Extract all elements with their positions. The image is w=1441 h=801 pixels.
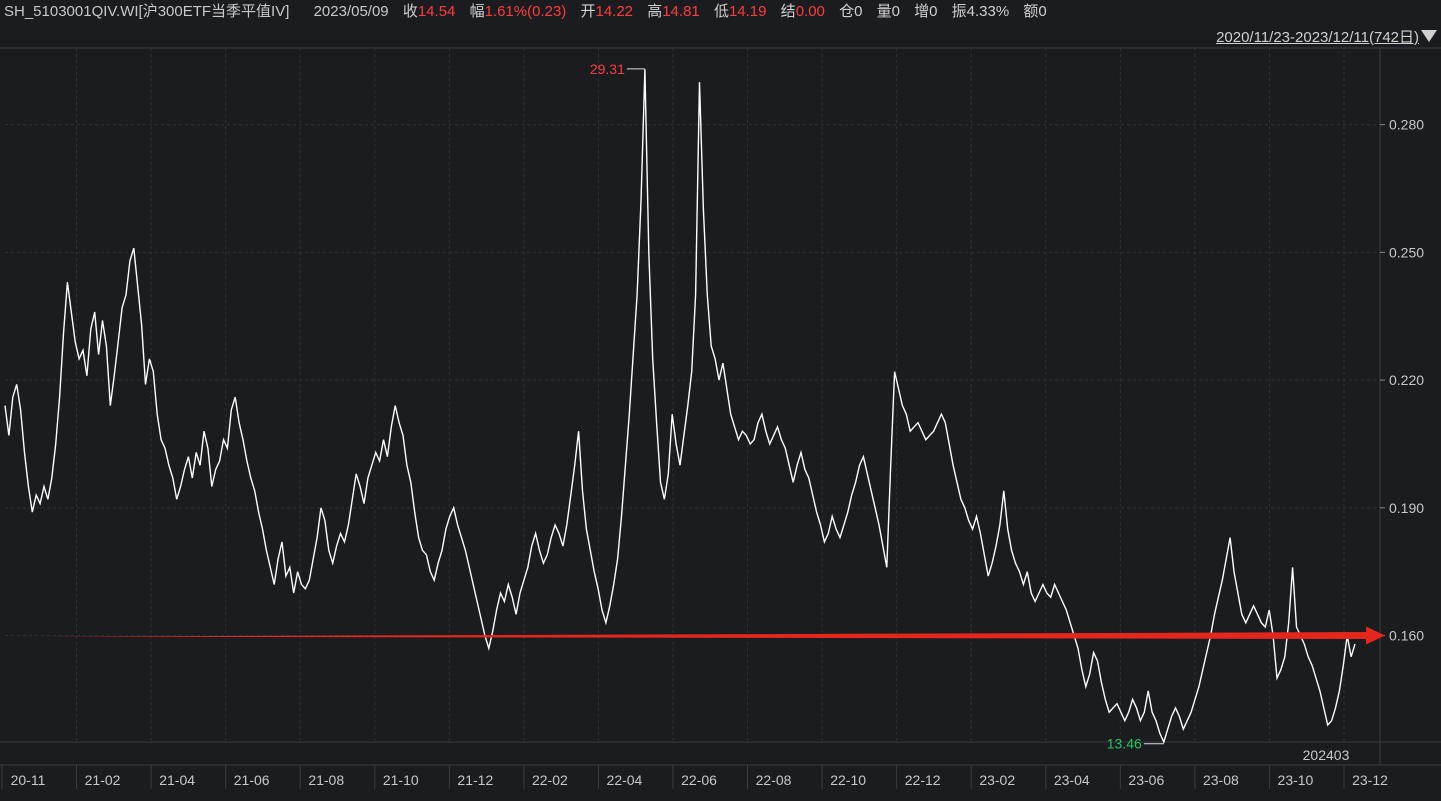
- chart-axes: [0, 47, 1441, 766]
- high-label: 高: [647, 3, 663, 20]
- x-tick-label: 23-10: [1278, 772, 1314, 788]
- change-value: 1.61%(0.23): [484, 3, 567, 20]
- x-tick-label: 23-12: [1352, 772, 1388, 788]
- high-value: 14.81: [662, 3, 700, 20]
- low-value: 14.19: [728, 3, 767, 20]
- increase-value: 0: [929, 3, 938, 20]
- x-end-label: 202403: [1303, 747, 1350, 763]
- y-tick-label: 0.160: [1389, 628, 1424, 644]
- open-label: 开: [580, 3, 596, 20]
- dropdown-arrow-icon[interactable]: [1421, 30, 1437, 42]
- low-label: 低: [713, 3, 729, 20]
- min-label: 13.46: [1107, 736, 1142, 752]
- x-tick-label: 22-08: [756, 772, 792, 788]
- open-value: 14.22: [595, 3, 634, 20]
- amount-value: 0: [1038, 3, 1047, 20]
- change-label: 幅: [469, 3, 485, 20]
- position-value: 0: [854, 3, 863, 20]
- chart-grid: [5, 48, 1380, 742]
- max-label: 29.31: [590, 61, 625, 77]
- x-tick-label: 21-04: [159, 772, 195, 788]
- y-tick-label: 0.280: [1389, 117, 1424, 133]
- reference-arrow: [40, 626, 1385, 645]
- reference-line: [40, 632, 1368, 640]
- y-axis-ticks: 0.280 0.250 0.220 0.190 0.160: [1380, 117, 1424, 644]
- series-line: [4, 69, 1356, 744]
- x-tick-label: 20-11: [11, 772, 46, 788]
- x-tick-label: 23-08: [1203, 772, 1239, 788]
- x-tick-label: 21-10: [383, 772, 419, 788]
- amount-label: 额: [1023, 3, 1039, 20]
- x-tick-label: 22-02: [532, 772, 568, 788]
- amplitude-value: 4.33%: [966, 3, 1010, 20]
- date-range-selector[interactable]: 2020/11/23-2023/12/11(742日): [1216, 29, 1419, 46]
- x-tick-label: 21-08: [308, 772, 344, 788]
- x-tick-label: 22-10: [830, 772, 866, 788]
- close-value: 14.54: [417, 3, 456, 20]
- x-tick-label: 23-04: [1054, 772, 1090, 788]
- quote-date: 2023/05/09: [313, 3, 389, 20]
- y-tick-label: 0.220: [1389, 372, 1424, 388]
- x-tick-label: 21-06: [234, 772, 270, 788]
- increase-label: 增: [914, 3, 930, 20]
- x-axis-ticks: 20-11 21-02 21-04 21-06 21-08 21-10 21-12 22-02…: [1, 747, 1388, 789]
- volume-value: 0: [891, 3, 900, 20]
- x-tick-label: 22-04: [607, 772, 643, 788]
- close-label: 收: [402, 3, 418, 20]
- symbol-name[interactable]: SH_5103001QIV.WI[沪300ETF当季平值IV]: [4, 3, 290, 20]
- x-tick-label: 21-12: [457, 772, 493, 788]
- volume-label: 量: [876, 3, 892, 20]
- y-tick-label: 0.190: [1389, 500, 1424, 516]
- extreme-markers: 29.31 13.46: [590, 61, 1164, 752]
- settle-value: 0.00: [795, 3, 825, 20]
- x-tick-label: 21-02: [85, 772, 121, 788]
- x-tick-label: 23-06: [1128, 772, 1164, 788]
- x-tick-label: 22-12: [905, 772, 941, 788]
- position-label: 仓: [839, 3, 855, 20]
- quote-header: SH_5103001QIV.WI[沪300ETF当季平值IV] 2023/05/…: [0, 0, 1441, 24]
- settle-label: 结: [780, 3, 796, 20]
- x-tick-label: 22-06: [681, 772, 717, 788]
- x-tick-label: 23-02: [979, 772, 1015, 788]
- amplitude-label: 振: [951, 3, 967, 20]
- y-tick-label: 0.250: [1389, 244, 1424, 260]
- reference-arrowhead-icon: [1366, 626, 1385, 645]
